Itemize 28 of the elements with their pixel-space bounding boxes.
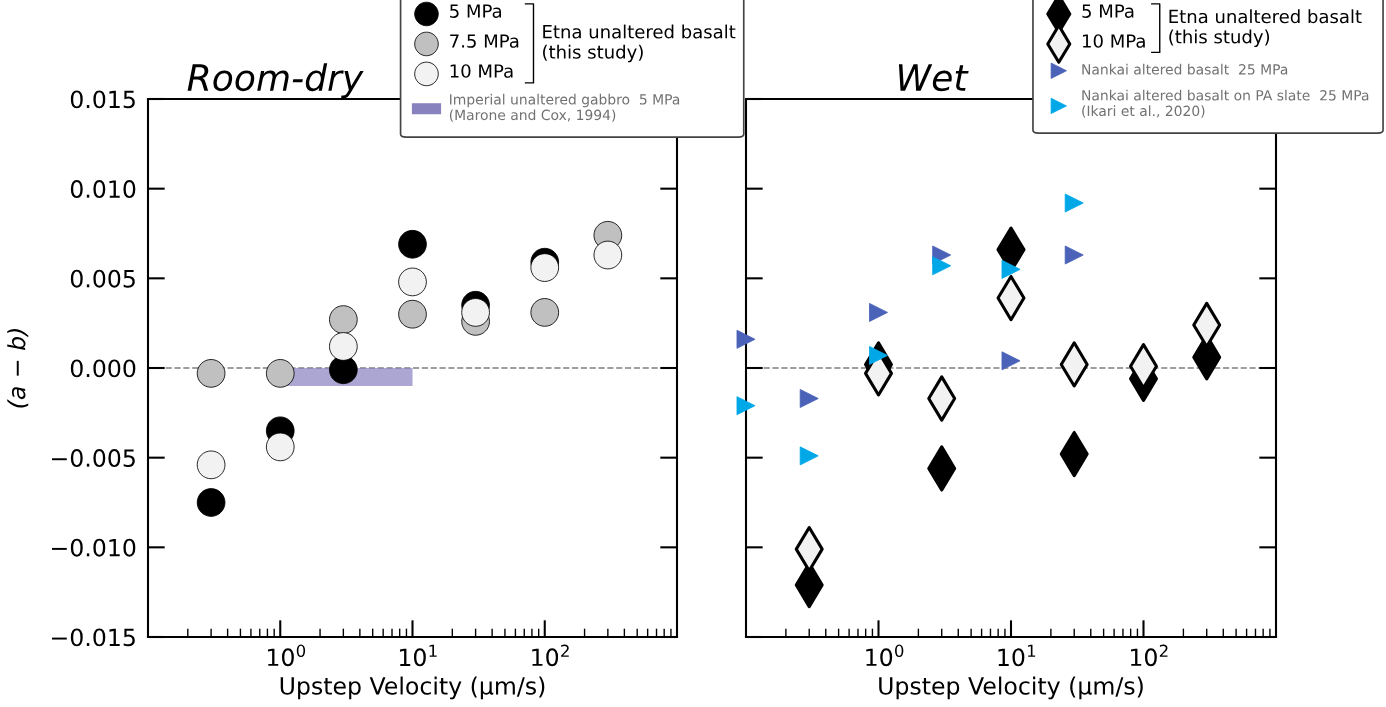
x-tick-label: 10$^{0}$ [866,644,904,667]
chart-title: Room-dry [187,63,364,99]
y-tick-label: 0.000 [70,359,136,378]
chart-title: Wet [898,64,969,92]
x-tick-label: 10$^{2}$ [1130,644,1168,667]
y-tick-label: −0.005 [52,449,135,467]
x-axis-title: Upstep Velocity (μm/s) [879,676,1143,700]
y-tick-label: 0.010 [70,180,136,198]
y-tick-label: 0.015 [70,90,135,109]
legend-label: Nankai altered basalt 25 MPa [1082,63,1288,75]
legend-label: Imperial unaltered gabbro 5 MPa (Marone and Cox, 1994) [449,93,680,122]
legend-label: 7.5 MPa [450,34,519,48]
y-tick-label: −0.010 [52,538,136,557]
x-tick-label: 10$^{2}$ [532,644,569,667]
legend-label: 5 MPa [450,4,502,18]
x-tick-label: 10$^{1}$ [399,644,437,667]
legend-label: 10 MPa [450,64,513,78]
text: Etna unaltered basalt (this study) [543,24,736,63]
y-axis-title: (a − b) [7,329,29,408]
text: Etna unaltered basalt (this study) [1169,9,1362,47]
y-tick-label: 0.005 [70,269,135,288]
x-tick-label: 10$^{0}$ [268,644,306,667]
x-tick-label: 10$^{1}$ [998,644,1036,667]
legend-label: 10 MPa [1082,34,1145,48]
x-axis-title: Upstep Velocity (μm/s) [280,676,545,700]
legend-label: 5 MPa [1082,4,1134,18]
y-tick-label: −0.015 [52,628,135,647]
legend-label: Nankai altered basalt on PA slate 25 MPa (Ikari et al., 2020) [1082,89,1369,118]
